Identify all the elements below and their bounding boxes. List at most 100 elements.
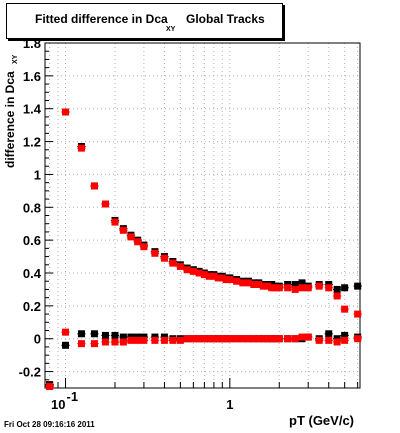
data-point xyxy=(245,279,253,287)
data-point xyxy=(354,310,362,318)
data-point xyxy=(284,284,292,292)
data-point xyxy=(233,335,241,343)
data-point xyxy=(119,338,127,346)
data-point xyxy=(354,282,362,290)
data-point xyxy=(62,328,70,336)
data-point xyxy=(291,335,299,343)
data-point xyxy=(200,271,208,279)
axes: -0.2 0 0.2 0.4 0.6 0.8 1 1.2 1.4 1.6 1.8 10-1 1 xyxy=(19,36,361,412)
data-point xyxy=(151,249,159,257)
chart-title: Fitted difference in Dca xyxy=(35,12,168,26)
y-tick-label: 0.4 xyxy=(23,266,42,281)
data-point xyxy=(134,336,142,344)
y-tick-label: 0.2 xyxy=(23,299,41,314)
data-point xyxy=(255,281,263,288)
data-point xyxy=(200,335,208,343)
data-point xyxy=(77,330,85,338)
data-point xyxy=(259,335,267,343)
data-point xyxy=(226,335,234,343)
data-point xyxy=(183,266,191,274)
data-point xyxy=(325,336,333,344)
data-point xyxy=(90,330,98,338)
data-point xyxy=(101,200,109,208)
data-point xyxy=(140,243,148,251)
data-point xyxy=(111,218,119,226)
data-point xyxy=(169,259,177,267)
data-point xyxy=(111,331,119,339)
data-point xyxy=(46,382,54,390)
data-point xyxy=(160,254,168,262)
x-axis-label: pT (GeV/c) xyxy=(289,413,355,428)
data-point xyxy=(119,226,127,234)
data-point xyxy=(333,292,341,300)
data-point xyxy=(134,238,142,246)
data-point xyxy=(101,338,109,346)
data-point xyxy=(264,282,272,290)
data-point xyxy=(127,336,135,344)
data-point xyxy=(333,285,341,293)
data-point xyxy=(90,340,98,348)
data-point xyxy=(77,144,85,152)
data-point xyxy=(333,338,341,346)
y-tick-label: 1.4 xyxy=(23,102,42,117)
data-point xyxy=(218,274,226,282)
data-point xyxy=(176,336,184,344)
data-point xyxy=(325,284,333,292)
data-point xyxy=(298,279,306,287)
y-tick-label: 0.6 xyxy=(23,233,41,248)
data-point xyxy=(325,330,333,338)
data-point xyxy=(189,335,197,343)
data-point xyxy=(151,336,159,344)
x-tick-label: 10 xyxy=(51,397,65,412)
y-axis-label-subscript: XY xyxy=(12,54,19,64)
data-point xyxy=(315,336,323,344)
data-point xyxy=(176,262,184,270)
data-point xyxy=(205,272,213,280)
data-point xyxy=(239,279,247,287)
data-point xyxy=(189,267,197,275)
data-point xyxy=(284,335,292,343)
data-point xyxy=(245,335,253,343)
data-point xyxy=(354,335,362,343)
data-points xyxy=(45,108,362,390)
data-point xyxy=(111,338,119,346)
x-tick-exponent: -1 xyxy=(67,389,79,404)
data-point xyxy=(140,336,148,344)
data-point xyxy=(119,333,127,341)
timestamp: Fri Oct 28 09:16:16 2011 xyxy=(4,420,95,429)
data-point xyxy=(90,182,98,190)
y-tick-label: 1.6 xyxy=(23,69,41,84)
chart-title-tail: Global Tracks xyxy=(186,12,265,26)
data-point xyxy=(239,335,247,343)
data-point xyxy=(291,285,299,293)
data-point xyxy=(226,276,234,284)
title-box: Fitted difference in Dca XY Global Track… xyxy=(6,3,283,39)
data-point xyxy=(291,281,299,288)
data-point xyxy=(160,336,168,344)
data-point xyxy=(210,335,218,343)
grid-lines xyxy=(45,42,360,388)
data-point xyxy=(127,233,135,241)
data-point xyxy=(341,305,349,313)
data-point xyxy=(304,284,312,292)
data-point xyxy=(259,282,267,290)
data-point xyxy=(250,281,258,288)
data-point xyxy=(298,284,306,292)
y-tick-label: 0.8 xyxy=(23,200,41,215)
chart-title-subscript: XY xyxy=(166,26,176,33)
x-tick-label: 1 xyxy=(226,397,233,412)
data-point xyxy=(205,335,213,343)
data-point xyxy=(255,335,263,343)
y-tick-label: 1.2 xyxy=(23,135,41,150)
data-point xyxy=(233,277,241,285)
data-point xyxy=(195,269,203,277)
data-point xyxy=(304,333,312,341)
y-tick-label: 1 xyxy=(34,167,41,182)
y-axis-label: difference in Dca xyxy=(3,71,17,168)
data-point xyxy=(62,341,70,349)
data-point xyxy=(315,282,323,290)
data-point xyxy=(210,272,218,280)
data-point xyxy=(250,335,258,343)
data-point xyxy=(195,335,203,343)
